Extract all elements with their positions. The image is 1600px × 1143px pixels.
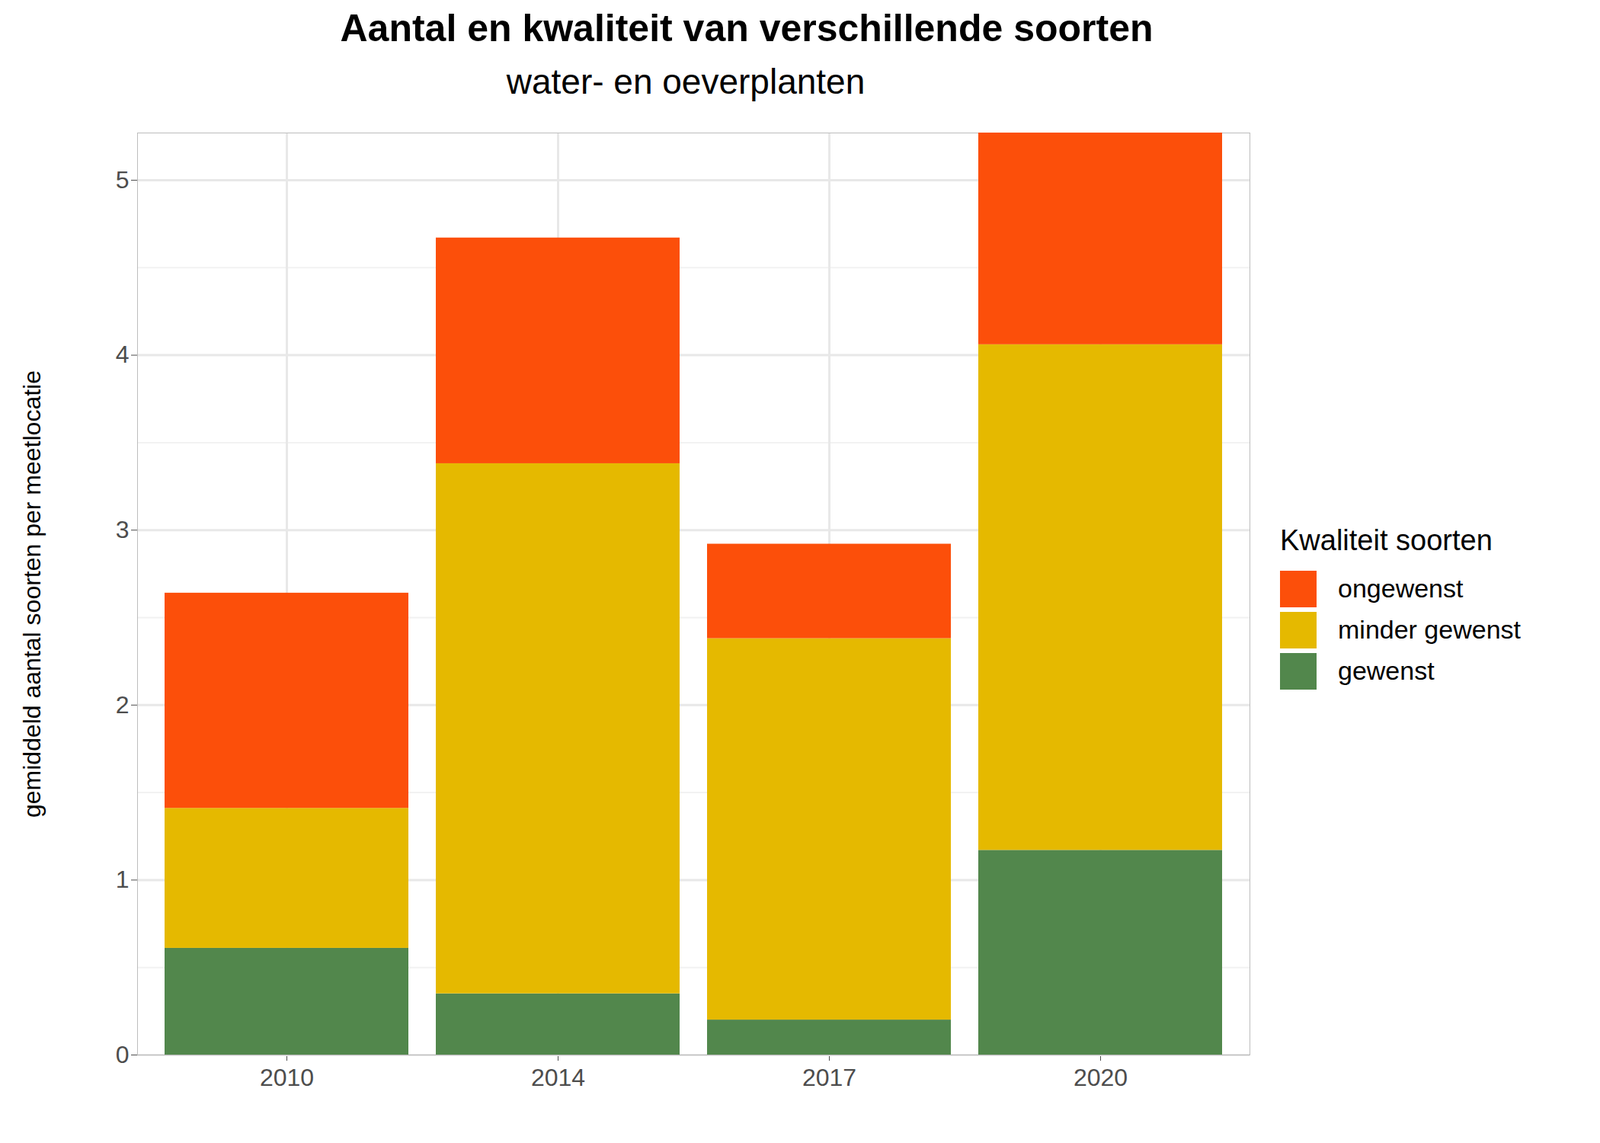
svg-text:0: 0 — [115, 1040, 130, 1069]
html-text:minder gewenst: minder gewenst — [1337, 614, 1521, 644]
svg-text:2014: 2014 — [531, 1063, 586, 1092]
html-text:Kwaliteit soorten: Kwaliteit soorten — [1280, 523, 1493, 556]
svg-text:3: 3 — [115, 515, 130, 544]
svg-text:2: 2 — [115, 691, 130, 719]
html-text:gewenst: gewenst — [1337, 656, 1435, 685]
svg-text:2017: 2017 — [802, 1063, 857, 1092]
svg-text:gemiddeld aantal soorten per m: gemiddeld aantal soorten per meetlocatie — [18, 370, 46, 818]
svg-text:1: 1 — [115, 865, 130, 893]
html-text:Aantal en kwaliteit van versch: Aantal en kwaliteit van verschillende so… — [340, 6, 1154, 50]
svg-text:4: 4 — [115, 340, 130, 368]
svg-text:2020: 2020 — [1073, 1063, 1128, 1092]
svg-text:5: 5 — [115, 166, 130, 194]
svg-text:2010: 2010 — [259, 1063, 314, 1092]
html-text:ongewenst: ongewenst — [1337, 573, 1464, 603]
html-text:water- en oeverplanten: water- en oeverplanten — [506, 61, 865, 102]
